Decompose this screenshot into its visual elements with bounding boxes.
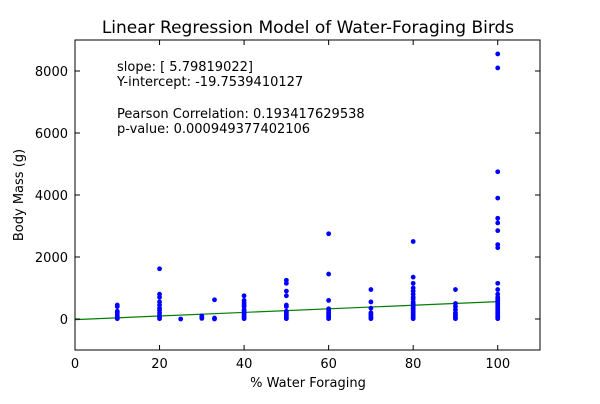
- data-point: [368, 305, 374, 311]
- data-point: [495, 215, 501, 221]
- x-tick-label: 40: [236, 357, 253, 372]
- data-point: [495, 195, 501, 201]
- data-point: [283, 308, 289, 314]
- y-tick-label: 0: [60, 313, 68, 328]
- y-tick-label: 4000: [35, 189, 68, 204]
- y-axis-label: Body Mass (g): [12, 149, 27, 241]
- annotation-text: Y-intercept: -19.7539410127: [116, 75, 303, 90]
- data-point: [410, 274, 416, 280]
- data-point: [212, 315, 217, 321]
- data-point: [178, 316, 184, 322]
- data-point: [283, 277, 289, 283]
- data-point: [495, 280, 501, 286]
- data-point: [495, 51, 501, 57]
- plot-area: [75, 51, 501, 322]
- data-point: [283, 288, 289, 294]
- data-point: [199, 313, 205, 319]
- y-tick-label: 6000: [35, 127, 68, 142]
- data-point: [114, 302, 120, 308]
- y-tick-label: 2000: [35, 251, 68, 266]
- data-point: [495, 169, 501, 175]
- data-point: [495, 228, 501, 234]
- data-point: [114, 308, 120, 314]
- x-tick-label: 60: [320, 357, 337, 372]
- data-point: [212, 297, 217, 303]
- chart-title: Linear Regression Model of Water-Foragin…: [102, 18, 514, 38]
- data-point: [241, 298, 247, 303]
- data-point: [495, 291, 501, 297]
- x-tick-label: 80: [405, 357, 422, 372]
- data-point: [326, 306, 332, 312]
- annotation-text: Pearson Correlation: 0.193417629538: [117, 107, 365, 122]
- data-point: [241, 293, 247, 299]
- annotation-text: p-value: 0.000949377402106: [117, 122, 310, 137]
- data-point: [283, 302, 289, 308]
- data-point: [326, 231, 332, 237]
- data-point: [157, 266, 162, 272]
- annotations: slope: [ 5.79819022]Y-intercept: -19.753…: [116, 60, 365, 137]
- x-axis-label: % Water Foraging: [250, 376, 366, 391]
- data-point: [410, 285, 416, 291]
- data-point: [495, 65, 501, 71]
- data-point: [495, 220, 501, 226]
- data-point: [410, 280, 416, 286]
- x-tick-label: 20: [151, 357, 168, 372]
- x-tick-label: 0: [71, 357, 79, 372]
- data-point: [453, 301, 458, 306]
- data-point: [326, 298, 332, 303]
- data-point: [368, 310, 374, 316]
- annotation-text: slope: [ 5.79819022]: [117, 60, 253, 75]
- axis-ticks: 0 20 40 60 80 100 0 2000 4000 6000 8000: [35, 40, 540, 372]
- data-point: [495, 287, 501, 292]
- data-point: [410, 239, 416, 244]
- data-point: [283, 293, 289, 299]
- x-tick-label: 100: [485, 357, 510, 372]
- data-point: [157, 291, 162, 297]
- y-tick-label: 8000: [35, 65, 68, 80]
- data-point: [157, 299, 162, 305]
- data-point: [326, 271, 332, 277]
- data-point: [368, 299, 374, 305]
- data-point: [368, 287, 374, 292]
- data-point: [453, 287, 458, 292]
- data-point: [495, 242, 501, 248]
